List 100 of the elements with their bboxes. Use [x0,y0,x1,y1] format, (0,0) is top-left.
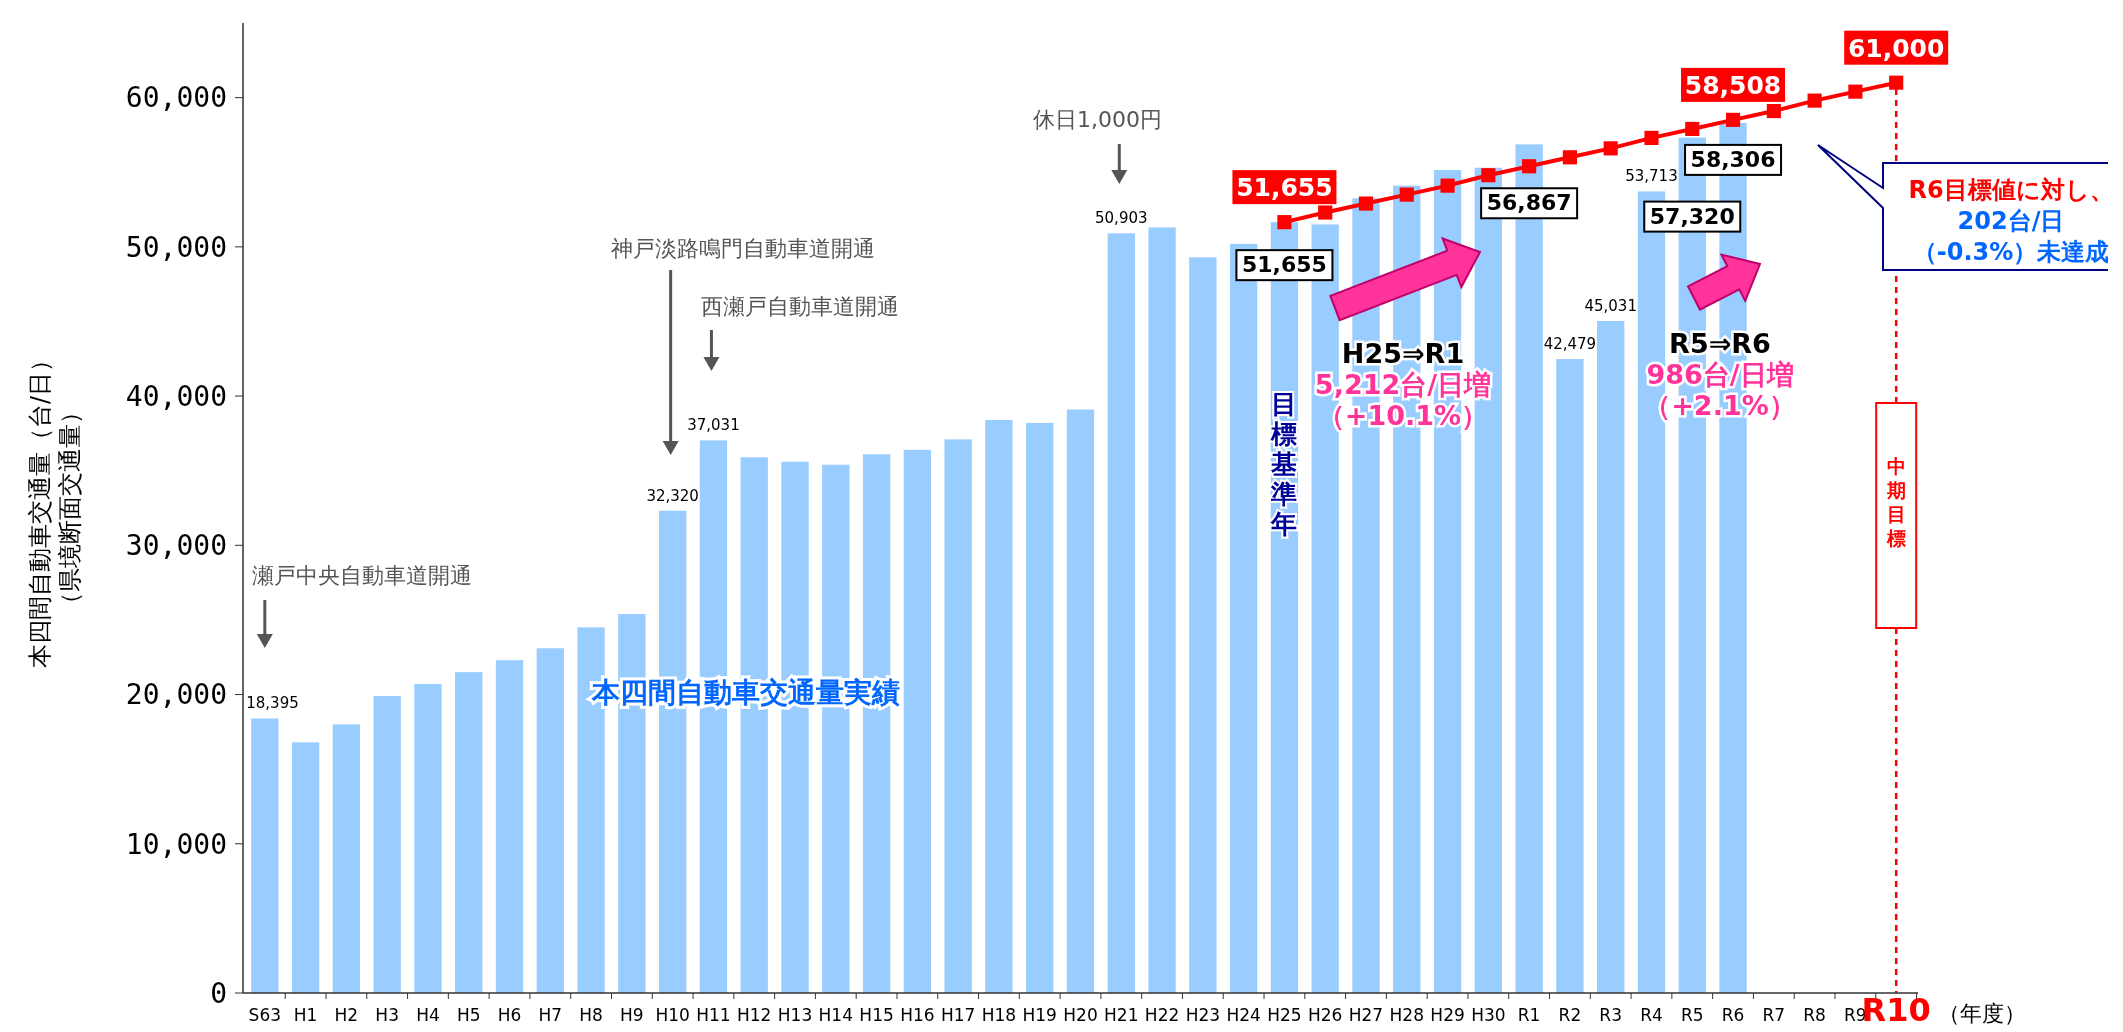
bar [618,613,646,993]
data-label: 45,031 [1584,297,1637,315]
x-tick-label: H3 [375,1005,399,1025]
data-label: 18,395 [246,694,299,713]
bar [1189,257,1217,993]
data-label: 56,867 [1486,190,1572,216]
bar [1026,422,1054,993]
data-label: 53,713 [1625,167,1678,186]
bar [1107,233,1135,993]
bar [536,648,564,993]
annotation: R6目標値に対し、202台/日（-0.3%）未達成 [1908,176,2114,266]
x-tick-label: H18 [981,1005,1017,1025]
point [1644,130,1659,145]
x-tick-label: H1 [293,1005,318,1025]
x-tick-label: H28 [1389,1005,1424,1025]
y-tick-label: 40,000 [125,379,227,413]
point [1848,84,1863,99]
y-tick-label: 50,000 [125,230,227,264]
point [1358,196,1374,211]
x-tick-label: H22 [1144,1005,1180,1025]
bar [455,672,483,993]
bar [944,439,972,993]
point [1440,178,1455,193]
data-label: 57,320 [1649,203,1735,229]
x-tick-label: H23 [1185,1005,1221,1025]
x-tick-label: H13 [777,1005,813,1025]
x-tick-label: H26 [1307,1005,1343,1025]
point [1522,159,1537,174]
bar [251,718,279,993]
point [1725,112,1741,127]
point [1603,141,1618,156]
bar [291,742,320,993]
data-label: 50,903 [1095,209,1148,228]
x-tick-label: R4 [1640,1005,1663,1025]
annotation: 神戸淡路鳴門自動車道開通 [611,236,875,261]
ref-line-label: 中期目標 [1885,455,1906,549]
x-tick-label: R1 [1517,1005,1541,1025]
bar [373,696,401,993]
x-tick-label: H4 [416,1005,440,1025]
data-label: 61,000 [1847,33,1945,63]
point [1399,187,1414,202]
y-tick-label: 0 [210,976,227,1010]
point [1277,215,1292,230]
y-tick-label: 10,000 [125,827,227,861]
point [1807,93,1822,108]
bar [985,419,1013,993]
x-tick-label: H20 [1063,1005,1098,1025]
x-tick-label: H30 [1471,1005,1506,1025]
data-label: 58,508 [1684,70,1782,100]
x-tick-label: S63 [248,1005,282,1025]
bar [1066,409,1095,993]
annotation: 西瀬戸自動車道開通 [701,294,899,319]
y-tick-label: 30,000 [125,529,227,563]
x-tick-label: R5 [1680,1005,1704,1025]
annotation: 休日1,000円 [1033,107,1162,132]
point [1481,168,1496,183]
point [1318,205,1333,220]
x-tick-label: H6 [497,1005,522,1025]
x-tick-label: H8 [579,1005,603,1025]
x-tick-label: H10 [655,1005,690,1025]
x-tick-label: H2 [334,1005,359,1025]
bar [495,660,524,993]
x-tick-label: H14 [818,1005,854,1025]
bar [903,449,932,993]
x-tick-label: H24 [1226,1005,1261,1025]
x-tick-label: H16 [900,1005,935,1025]
x-tick-label: H25 [1267,1005,1302,1025]
point [1562,150,1577,165]
data-label: 37,031 [687,416,740,435]
y-tick-label: 60,000 [125,81,227,115]
bar [332,724,361,993]
y-tick-label: 20,000 [125,678,227,712]
data-label: 58,306 [1690,146,1776,172]
x-tick-label: H12 [737,1005,772,1025]
x-tick-label: H17 [940,1005,976,1025]
data-label: 51,655 [1236,173,1333,203]
x-tick-label: H19 [1022,1005,1057,1025]
point [1685,121,1700,137]
point [1766,103,1781,119]
x-tick-label: H11 [696,1005,731,1025]
y-axis-title: 本四間自動車交通量（台/日）（県境断面交通量） [26,347,84,669]
x-tick-label: R8 [1803,1005,1826,1025]
x-tick-label: H9 [620,1005,644,1025]
annotation: 瀬戸中央自動車道開通 [252,563,472,588]
bar [1556,359,1584,993]
data-label: 51,655 [1241,252,1327,278]
annotation: 目標基準年 [1270,389,1298,539]
bar [1597,321,1625,993]
x-tick-label: R6 [1721,1005,1745,1025]
x-tick-label: H27 [1348,1005,1384,1025]
point [1889,75,1904,90]
x-tick-label: R3 [1599,1005,1623,1025]
data-label: 42,479 [1543,335,1597,354]
x-tick-label: R7 [1762,1005,1786,1025]
x-tick-label: H15 [859,1005,894,1025]
bar [1148,227,1176,993]
x-tick-label: H21 [1104,1005,1139,1025]
x-tick-label: R2 [1558,1005,1582,1025]
bar [414,684,442,993]
x-axis-title: （年度） [1938,1001,2026,1026]
